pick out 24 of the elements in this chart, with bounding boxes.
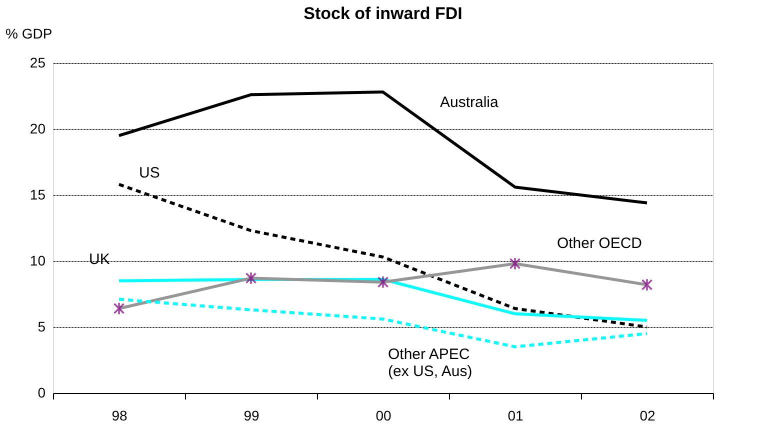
point (641, 278, 653, 292)
y-axis-title: % GDP (6, 26, 52, 42)
y-tick-label: 5 (38, 318, 46, 334)
y-tick-label: 15 (30, 186, 46, 202)
point (509, 257, 521, 270)
y-tick-label: 10 (30, 252, 46, 268)
line-series (118, 298, 648, 348)
x-tick-label: 02 (640, 408, 656, 424)
x-tick-label: 00 (376, 408, 392, 424)
point (113, 302, 125, 316)
series-label: Australia (440, 94, 500, 112)
series-label: US (139, 164, 160, 182)
x-tick-label: 98 (112, 408, 128, 424)
x-tick-label: 99 (244, 408, 260, 424)
line-series (118, 262, 648, 310)
x-tick-label: 01 (508, 408, 524, 424)
series-label: Other OECD (556, 234, 642, 252)
y-tick-label: 0 (38, 384, 46, 400)
point (245, 272, 257, 285)
y-tick-label: 25 (30, 54, 46, 70)
y-tick-label: 20 (30, 120, 46, 136)
chart-title: Stock of inward FDI (304, 4, 462, 23)
series-label: Other APEC (ex US, Aus) (388, 346, 472, 380)
point (377, 276, 389, 289)
